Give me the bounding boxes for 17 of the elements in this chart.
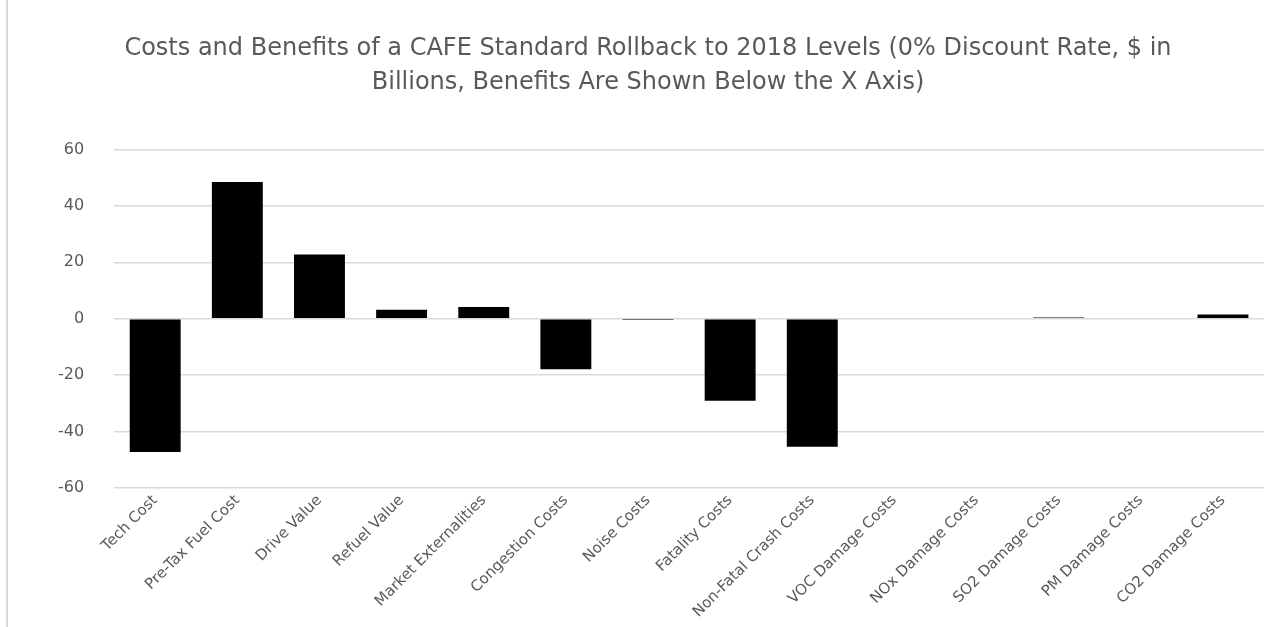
bar: [786, 319, 838, 447]
bar: [129, 319, 181, 452]
bar: [458, 307, 510, 318]
y-tick-label: 60: [63, 138, 85, 158]
bar: [704, 319, 756, 401]
bar: [1197, 314, 1249, 318]
bar: [294, 254, 345, 318]
y-tick-label: 20: [63, 251, 85, 271]
bar: [540, 319, 592, 370]
y-tick-label: 0: [73, 307, 85, 327]
bar: [211, 182, 263, 318]
chart-title: Costs and Benefits of a CAFE Standard Rollback to 2018 Levels (0% Discount Rate, $ in Billions, Benefits Are Shown Below the X Axis): [123, 32, 1173, 97]
y-tick-label: -60: [57, 476, 85, 496]
y-tick-label: -40: [57, 420, 85, 440]
y-tick-label: -20: [57, 364, 85, 384]
y-tick-label: 40: [63, 195, 85, 215]
bar: [376, 309, 428, 318]
